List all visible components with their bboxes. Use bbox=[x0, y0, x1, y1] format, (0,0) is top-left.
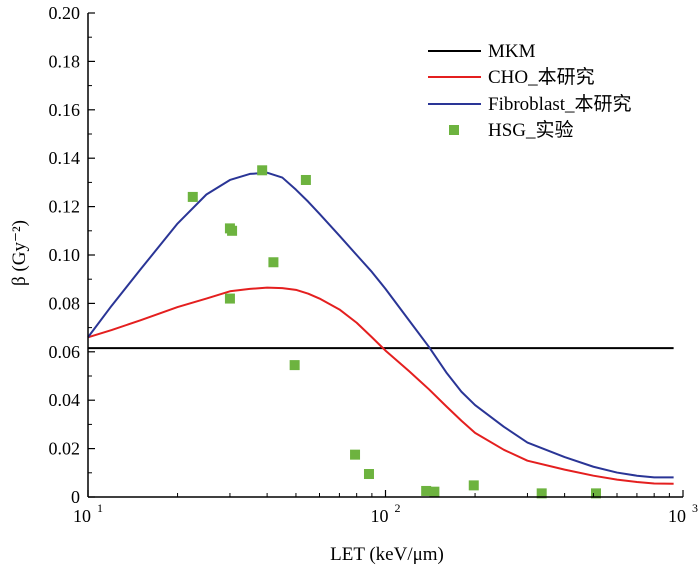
axes bbox=[87, 12, 684, 498]
legend: MKM CHO_本研究 Fibroblast_本研究 HSG_实验 bbox=[428, 41, 632, 141]
series-3-point-12 bbox=[468, 480, 479, 491]
y-tick-label: 0.04 bbox=[49, 390, 81, 410]
x-tick-exponent: 1 bbox=[97, 501, 103, 515]
series-3-point-11 bbox=[429, 486, 440, 497]
legend-label-3: HSG_实验 bbox=[488, 119, 574, 141]
series-points bbox=[187, 165, 601, 499]
y-tick-label: 0.14 bbox=[49, 148, 81, 168]
y-tick-label: 0.18 bbox=[49, 51, 81, 71]
series-3-point-5 bbox=[268, 257, 279, 268]
series-3-point-13 bbox=[536, 488, 547, 499]
y-tick-label: 0.16 bbox=[49, 100, 81, 120]
x-tick-label: 10 bbox=[73, 506, 91, 526]
x-tick-exponent: 3 bbox=[692, 501, 698, 515]
y-tick-label: 0.08 bbox=[49, 293, 81, 313]
series-3-point-14 bbox=[591, 488, 601, 499]
tick-labels: 0 0.02 0.04 0.06 0.08 0.10 0.12 0.14 0.16 0.18 0.2… bbox=[49, 3, 699, 526]
series-lines bbox=[87, 171, 674, 485]
series-3-point-10 bbox=[421, 485, 432, 496]
x-axis-label: LET (keV/μm) bbox=[330, 544, 444, 565]
series-3-point-1 bbox=[224, 293, 235, 304]
y-tick-label: 0.06 bbox=[49, 342, 81, 362]
series-3-point-6 bbox=[289, 360, 300, 371]
y-tick-label: 0.02 bbox=[49, 439, 81, 459]
series-2-line bbox=[87, 171, 674, 479]
y-tick-label: 0 bbox=[71, 487, 80, 507]
series-3-point-9 bbox=[363, 469, 374, 480]
series-3-point-8 bbox=[350, 449, 361, 460]
y-tick-label: 0.12 bbox=[49, 197, 81, 217]
x-tick-label: 10 bbox=[668, 506, 686, 526]
series-3-point-3 bbox=[227, 225, 238, 236]
legend-swatch-3 bbox=[449, 125, 459, 135]
y-tick-label: 0.10 bbox=[49, 245, 81, 265]
legend-label-2: Fibroblast_本研究 bbox=[488, 93, 632, 115]
series-1-line bbox=[87, 286, 674, 485]
series-3-point-0 bbox=[187, 191, 198, 202]
y-tick-label: 0.20 bbox=[49, 3, 81, 23]
series-3-point-4 bbox=[257, 165, 268, 176]
x-tick-label: 10 bbox=[371, 506, 389, 526]
x-tick-exponent: 2 bbox=[395, 501, 401, 515]
legend-label-1: CHO_本研究 bbox=[488, 66, 595, 88]
y-axis-label: β (Gy⁻²) bbox=[9, 220, 30, 286]
series-3-point-7 bbox=[300, 174, 311, 185]
legend-label-0: MKM bbox=[488, 41, 536, 62]
